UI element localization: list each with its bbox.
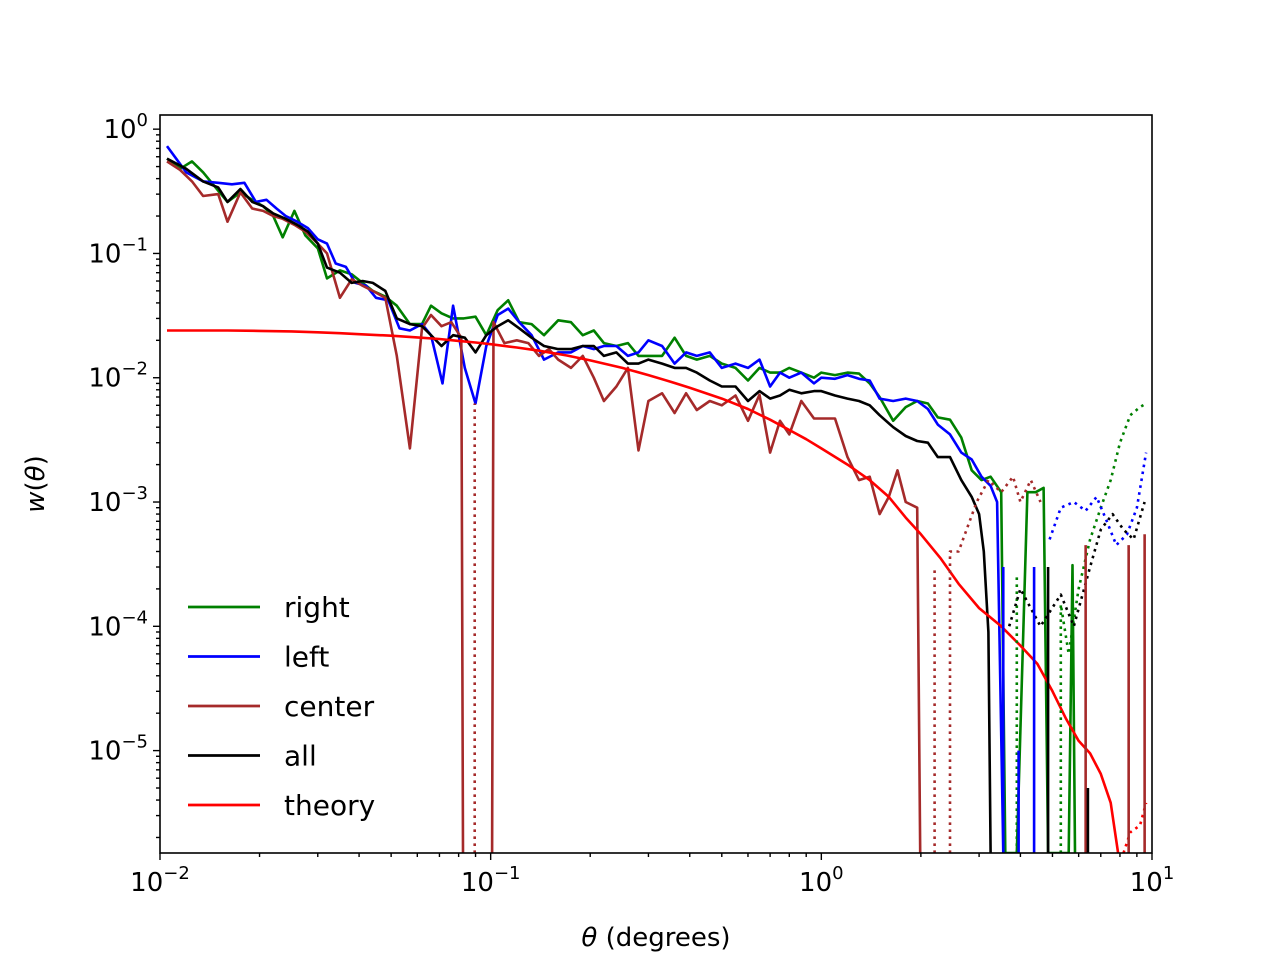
y-tick-label: 100 xyxy=(103,110,148,145)
x-tick-label: 10−2 xyxy=(130,863,190,898)
y-tick-label: 10−4 xyxy=(88,607,148,642)
legend: right left center all theory xyxy=(188,591,375,822)
series-line-left xyxy=(165,145,1005,853)
y-tick-label: 10−3 xyxy=(88,483,148,518)
y-tick-label: 10−2 xyxy=(88,359,148,394)
axis-ticks: 10−2 10−1 100 101 100 10−1 10−2 10−3 10−4 10−5 xyxy=(88,110,1174,898)
legend-label: right xyxy=(284,591,350,624)
series-line-right xyxy=(166,157,1077,853)
x-tick-label: 10−1 xyxy=(461,863,521,898)
series-line-left_neg xyxy=(1048,452,1148,547)
plot-frame xyxy=(159,114,1153,854)
legend-item-all: all xyxy=(188,740,317,773)
x-tick-label: 101 xyxy=(1130,863,1175,898)
legend-label: theory xyxy=(284,789,375,822)
series-line-theory_neg xyxy=(1122,802,1148,853)
legend-item-left: left xyxy=(188,641,329,674)
legend-item-right: right xyxy=(188,591,350,624)
legend-label: center xyxy=(284,690,375,723)
x-tick-label: 100 xyxy=(799,863,844,898)
series-line-center_seg2 xyxy=(490,320,922,853)
y-tick-label: 10−5 xyxy=(88,732,148,767)
y-axis-label: w(θ) xyxy=(21,455,51,513)
legend-label: left xyxy=(284,641,329,674)
series-line-all xyxy=(166,157,992,853)
plot-lines xyxy=(165,145,1148,853)
series-line-center xyxy=(166,160,465,853)
y-tick-label: 10−1 xyxy=(88,234,148,269)
x-axis-label: θ (degrees) xyxy=(581,923,730,953)
series-line-all_neg xyxy=(1007,501,1146,628)
legend-label: all xyxy=(284,740,317,773)
series-line-theory xyxy=(167,329,1120,853)
legend-item-center: center xyxy=(188,690,375,723)
legend-item-theory: theory xyxy=(188,789,375,822)
